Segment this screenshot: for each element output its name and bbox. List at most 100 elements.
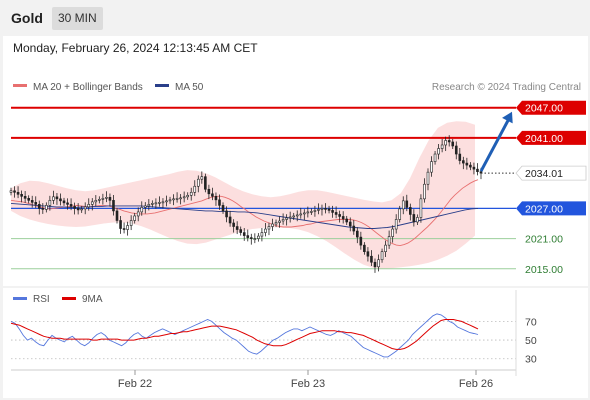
candle-body [147, 204, 151, 207]
candle-body [274, 222, 278, 225]
level-tag-resistance-0 [516, 100, 586, 115]
candle-body [257, 235, 260, 239]
copyright-label: Research © 2024 Trading Central [432, 82, 581, 93]
candle-body [271, 223, 274, 227]
candle-body [377, 259, 380, 268]
candle-body [105, 197, 108, 199]
candle-body [52, 196, 55, 201]
candle-body [168, 199, 172, 202]
candle-body [317, 209, 320, 211]
candle-body [387, 236, 391, 246]
legend-9ma-swatch [62, 297, 76, 300]
candle-body [338, 214, 341, 217]
candle-body [310, 211, 313, 213]
candle-body [129, 220, 133, 226]
last-price-tag [515, 165, 587, 181]
candle-body [394, 219, 398, 230]
candle-body [401, 200, 405, 210]
candle-body [136, 211, 140, 217]
candle-body [345, 218, 349, 223]
candle-body [101, 198, 105, 200]
candle-body [447, 140, 451, 143]
candle-body [423, 183, 426, 200]
candle-body [225, 210, 228, 218]
candle-body [175, 198, 179, 200]
candle-body [419, 198, 423, 218]
candle-body [165, 200, 168, 203]
chart-datetime: Monday, February 26, 2024 12:13:45 AM CE… [13, 41, 258, 55]
candle-body [186, 195, 189, 198]
candle-body [27, 198, 30, 201]
instrument-symbol: Gold [11, 10, 43, 26]
candle-body [41, 208, 45, 210]
candle-body [151, 203, 154, 205]
candle-body [341, 216, 345, 220]
candle-body [366, 251, 370, 257]
candle-body [23, 196, 27, 199]
candle-body [20, 194, 23, 197]
candle-body [324, 208, 327, 210]
candle-body [37, 204, 41, 209]
candle-body [16, 191, 20, 195]
candle-body [440, 144, 444, 149]
candle-body [204, 176, 207, 190]
candle-body [384, 244, 387, 252]
candle-body [444, 140, 447, 146]
rsi-tick-label: 30 [525, 354, 537, 366]
candle-body [143, 205, 147, 208]
candle-body [476, 168, 479, 172]
candle-body [264, 228, 267, 233]
x-tick-label: Feb 22 [118, 378, 152, 390]
rsi-line [10, 313, 479, 358]
top-bar: Gold 30 MIN [0, 0, 590, 36]
candle-body [119, 220, 122, 229]
candle-body [299, 213, 303, 216]
x-tick-label: Feb 26 [459, 378, 493, 390]
legend-ma50-label: MA 50 [175, 82, 204, 93]
candle-body [306, 211, 310, 214]
candle-body [207, 188, 211, 195]
level-label-3: 2021.00 [525, 234, 563, 246]
candle-body [295, 214, 299, 217]
candle-body [87, 204, 91, 208]
candle-body [250, 237, 253, 239]
timeframe-badge[interactable]: 30 MIN [52, 7, 103, 30]
legend-ma50-swatch [155, 84, 169, 87]
candle-body [416, 217, 419, 223]
candle-body [48, 200, 52, 206]
candle-body [359, 236, 363, 246]
candle-body [253, 238, 257, 240]
candle-body [334, 212, 338, 215]
candle-body [126, 225, 129, 230]
x-tick-label: Feb 23 [291, 378, 325, 390]
legend-ma20-label: MA 20 + Bollinger Bands [33, 82, 143, 93]
candle-body [83, 206, 87, 210]
projection-arrow-head [502, 111, 513, 124]
rsi-9ma-line [10, 319, 479, 350]
candle-body [281, 219, 285, 222]
candle-body [214, 196, 218, 201]
candle-body [331, 210, 334, 213]
candle-body [465, 162, 469, 166]
candle-body [228, 216, 232, 224]
candle-body [232, 222, 235, 227]
candle-body [437, 148, 440, 155]
candle-body [472, 166, 476, 170]
candle-body [80, 208, 83, 211]
candle-body [122, 228, 126, 230]
candle-body [398, 208, 402, 220]
legend-rsi-label: RSI [33, 294, 50, 305]
candle-body [13, 190, 16, 193]
candle-body [55, 196, 59, 200]
candle-body [303, 212, 306, 215]
x-axis-ticks: Feb 22 Feb 23 Feb 26 [118, 370, 493, 390]
candle-body [352, 225, 356, 232]
candle-body [62, 200, 66, 204]
candle-body [405, 200, 409, 208]
candle-body [451, 141, 455, 147]
candle-body [458, 153, 462, 161]
projection-arrow-shaft [479, 116, 512, 172]
candle-body [98, 199, 101, 201]
rsi-tick-label: 70 [525, 316, 537, 328]
